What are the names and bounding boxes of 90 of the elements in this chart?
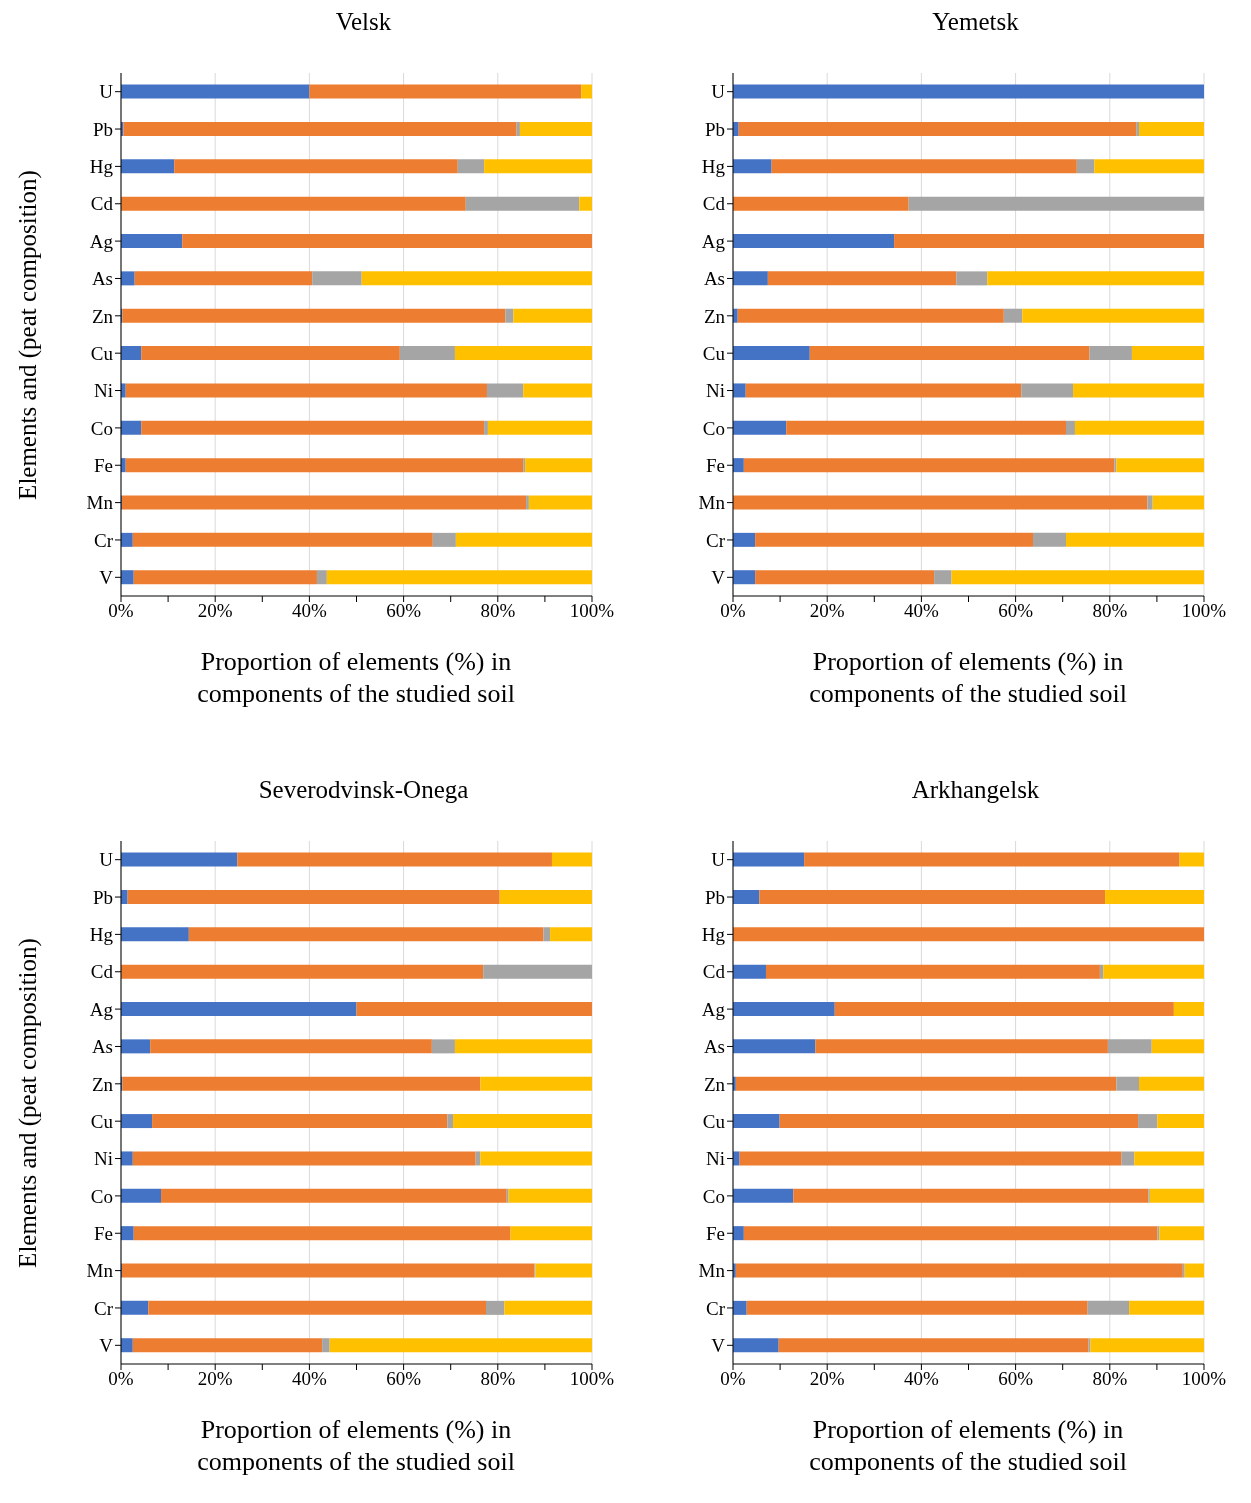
- y-tick-label: Ni: [94, 380, 113, 402]
- y-tick-label: Cu: [702, 342, 726, 364]
- y-tick-label: V: [99, 567, 114, 589]
- x-tick-label: 60%: [998, 1368, 1034, 1390]
- y-tick-label: Mn: [698, 492, 726, 514]
- y-tick-label: Cu: [90, 1110, 114, 1132]
- y-tick-label: V: [711, 1335, 726, 1357]
- y-tick-label: As: [91, 268, 113, 290]
- y-tick-label: Ag: [89, 230, 114, 252]
- y-tick-label: Cr: [706, 1297, 726, 1319]
- y-tick-label: Pb: [92, 118, 113, 140]
- chart-title: Severodvinsk-Onega: [257, 776, 470, 804]
- x-tick-label: 80%: [1092, 600, 1128, 622]
- x-axis-title: Proportion of elements (%) in components of the studied soil: [196, 1414, 516, 1478]
- y-tick-label: Ni: [706, 380, 725, 402]
- y-tick-label: Fe: [94, 1222, 113, 1244]
- y-tick-label: Ag: [701, 230, 726, 252]
- x-tick-label: 0%: [108, 1368, 134, 1390]
- y-tick-label: Ni: [706, 1148, 725, 1170]
- x-axis-title: Proportion of elements (%) in components of the studied soil: [808, 646, 1128, 710]
- x-tick-label: 20%: [197, 600, 233, 622]
- y-tick-label: Co: [90, 1185, 113, 1207]
- y-tick-label: Ni: [94, 1148, 113, 1170]
- y-tick-label: Cd: [702, 193, 726, 215]
- y-tick-label: Zn: [91, 1073, 114, 1095]
- y-tick-label: Hg: [89, 156, 114, 178]
- y-tick-label: Ag: [89, 998, 114, 1020]
- y-tick-label: Zn: [703, 1073, 726, 1095]
- x-axis-title: Proportion of elements (%) in components of the studied soil: [808, 1414, 1128, 1478]
- y-tick-label: Ag: [701, 998, 726, 1020]
- x-tick-label: 60%: [386, 600, 422, 622]
- y-tick-label: Cd: [702, 961, 726, 983]
- x-tick-label: 40%: [291, 1368, 327, 1390]
- y-tick-label: Hg: [701, 924, 726, 946]
- y-axis-title: Elements and (peat composition): [13, 169, 42, 502]
- x-tick-label: 80%: [480, 1368, 516, 1390]
- y-tick-label: As: [703, 1036, 725, 1058]
- x-tick-label: 40%: [903, 1368, 939, 1390]
- y-tick-label: Co: [702, 417, 725, 439]
- y-tick-label: Hg: [89, 924, 114, 946]
- x-tick-label: 0%: [720, 1368, 746, 1390]
- y-tick-label: As: [91, 1036, 113, 1058]
- y-tick-label: Cd: [90, 193, 114, 215]
- y-tick-label: Pb: [704, 886, 725, 908]
- y-tick-label: Hg: [701, 156, 726, 178]
- y-tick-label: V: [711, 567, 726, 589]
- y-tick-label: Cu: [702, 1110, 726, 1132]
- y-tick-label: Mn: [86, 1260, 114, 1282]
- x-axis-title: Proportion of elements (%) in components of the studied soil: [196, 646, 516, 710]
- y-tick-label: V: [99, 1335, 114, 1357]
- y-tick-label: Fe: [706, 1222, 725, 1244]
- y-tick-label: Zn: [91, 305, 114, 327]
- y-tick-label: Cu: [90, 342, 114, 364]
- x-tick-label: 100%: [1181, 600, 1227, 622]
- y-tick-label: As: [703, 268, 725, 290]
- x-tick-label: 100%: [1181, 1368, 1227, 1390]
- x-tick-label: 80%: [1092, 1368, 1128, 1390]
- y-tick-label: Cr: [706, 529, 726, 551]
- y-tick-label: Cr: [94, 1297, 114, 1319]
- y-tick-label: Pb: [92, 886, 113, 908]
- x-tick-label: 20%: [197, 1368, 233, 1390]
- chart-title: Yemetsk: [931, 8, 1020, 36]
- y-tick-label: Fe: [706, 454, 725, 476]
- chart-title: Velsk: [334, 8, 393, 36]
- x-tick-label: 60%: [998, 600, 1034, 622]
- y-tick-label: Co: [90, 417, 113, 439]
- x-tick-label: 0%: [720, 600, 746, 622]
- y-tick-label: U: [711, 849, 726, 871]
- x-tick-label: 40%: [291, 600, 327, 622]
- y-tick-label: Mn: [698, 1260, 726, 1282]
- x-tick-label: 40%: [903, 600, 939, 622]
- y-tick-label: Mn: [86, 492, 114, 514]
- x-tick-label: 0%: [108, 600, 134, 622]
- y-tick-label: Cr: [94, 529, 114, 551]
- y-axis-title: Elements and (peat composition): [13, 937, 42, 1270]
- x-tick-label: 20%: [809, 600, 845, 622]
- y-tick-label: U: [99, 849, 114, 871]
- x-tick-label: 20%: [809, 1368, 845, 1390]
- y-tick-label: Pb: [704, 118, 725, 140]
- x-tick-label: 100%: [569, 600, 615, 622]
- y-tick-label: U: [99, 81, 114, 103]
- y-tick-label: U: [711, 81, 726, 103]
- chart-title: Arkhangelsk: [910, 776, 1041, 804]
- x-tick-label: 60%: [386, 1368, 422, 1390]
- y-tick-label: Zn: [703, 305, 726, 327]
- y-tick-label: Cd: [90, 961, 114, 983]
- x-tick-label: 100%: [569, 1368, 615, 1390]
- y-tick-label: Fe: [94, 454, 113, 476]
- x-tick-label: 80%: [480, 600, 516, 622]
- y-tick-label: Co: [702, 1185, 725, 1207]
